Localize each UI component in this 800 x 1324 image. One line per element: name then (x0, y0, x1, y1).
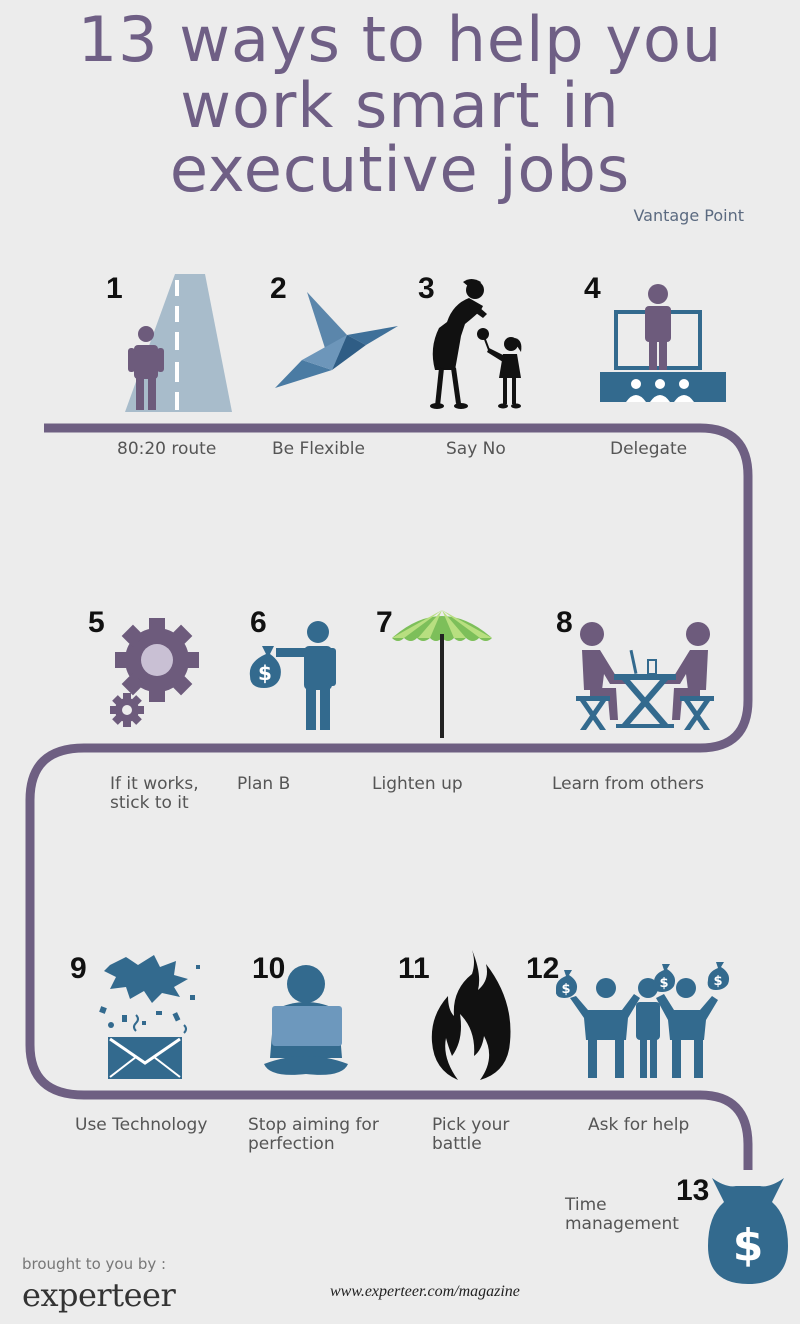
step-number-3: 3 (418, 272, 435, 305)
step-number-8: 8 (556, 606, 573, 639)
mother-child-icon (430, 279, 522, 409)
person-laptop-icon (264, 965, 348, 1075)
svg-text:$: $ (258, 661, 272, 685)
svg-text:$: $ (659, 976, 668, 991)
title-line-3: executive jobs (169, 133, 631, 206)
step-label-11: Pick your battle (432, 1115, 510, 1154)
step-number-7: 7 (376, 606, 393, 639)
person-money-bag-icon: $ (249, 621, 336, 730)
step-number-9: 9 (70, 952, 87, 985)
step-label-4: Delegate (610, 439, 688, 459)
two-people-table-icon (576, 622, 714, 730)
origami-bird-icon (275, 292, 398, 388)
brought-by-text: brought to you by : (22, 1255, 167, 1273)
step-label-5: If it works, stick to it (110, 774, 199, 813)
step-label-13: Time management (565, 1195, 679, 1234)
step-number-11: 11 (398, 952, 430, 985)
flame-icon (431, 950, 511, 1080)
road-person-icon (125, 274, 232, 412)
magazine-url[interactable]: www.experteer.com/magazine (330, 1283, 520, 1300)
byline: Vantage Point (633, 206, 744, 225)
step-number-2: 2 (270, 272, 287, 305)
presenter-audience-icon (600, 284, 726, 402)
svg-text:$: $ (713, 974, 722, 989)
step-number-4: 4 (584, 272, 601, 305)
step-label-6: Plan B (237, 774, 291, 794)
step-label-2: Be Flexible (272, 439, 365, 459)
step-label-12: Ask for help (588, 1115, 690, 1135)
brand-logo: experteer (22, 1276, 176, 1314)
people-money-bags-icon: $ $ $ (556, 962, 730, 1078)
step-label-3: Say No (446, 439, 506, 459)
step-number-12: 12 (526, 952, 560, 985)
step-number-1: 1 (106, 272, 123, 305)
title-line-1: 13 ways to help you (77, 3, 723, 76)
svg-text:$: $ (561, 982, 570, 997)
step-number-5: 5 (88, 606, 105, 639)
step-label-7: Lighten up (372, 774, 463, 794)
title-line-2: work smart in (180, 69, 620, 142)
step-label-10: Stop aiming for perfection (248, 1115, 379, 1154)
exploding-envelope-icon (99, 955, 200, 1079)
step-label-8: Learn from others (552, 774, 705, 794)
svg-text:$: $ (733, 1220, 764, 1271)
gears-icon (110, 618, 199, 727)
beach-umbrella-icon (392, 610, 492, 738)
step-number-6: 6 (250, 606, 267, 639)
step-label-9: Use Technology (75, 1115, 208, 1135)
step-label-1: 80:20 route (117, 439, 217, 459)
step-number-13: 13 (676, 1174, 710, 1207)
money-bag-icon: $ (708, 1178, 788, 1284)
step-number-10: 10 (252, 952, 286, 985)
